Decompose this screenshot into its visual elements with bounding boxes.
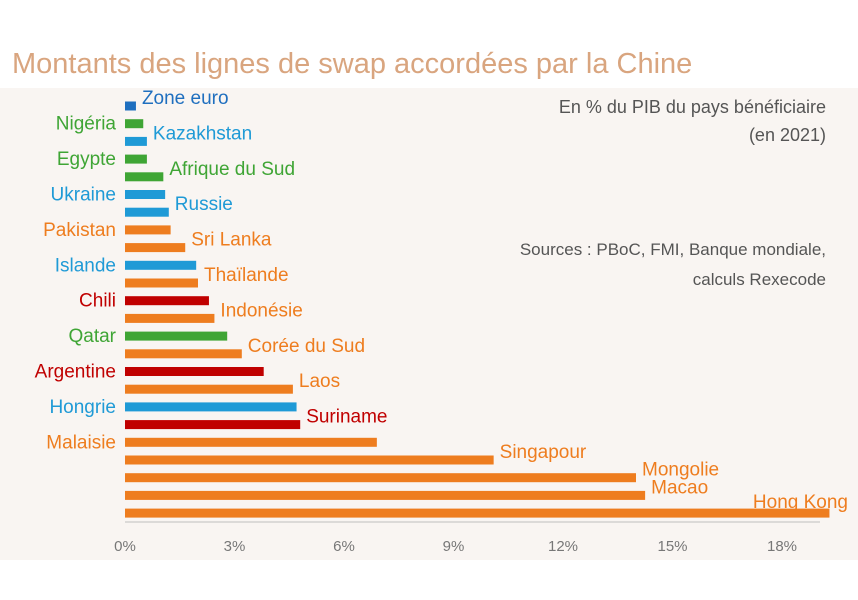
bar bbox=[125, 172, 164, 182]
bar bbox=[125, 190, 166, 199]
category-label: Pakistan bbox=[43, 220, 116, 241]
category-label: Egypte bbox=[57, 149, 116, 170]
category-label: Russie bbox=[175, 194, 233, 215]
bar bbox=[125, 136, 147, 146]
x-tick-label: 3% bbox=[224, 538, 246, 555]
category-label: Suriname bbox=[306, 407, 387, 428]
x-tick-label: 15% bbox=[657, 538, 687, 555]
bar bbox=[125, 278, 198, 288]
category-label: Nigéria bbox=[56, 114, 117, 135]
bar bbox=[125, 119, 144, 129]
bar bbox=[125, 243, 186, 253]
x-tick-label: 18% bbox=[767, 538, 797, 555]
category-label: Islande bbox=[55, 255, 116, 276]
source-note-line2: calculs Rexecode bbox=[692, 270, 826, 289]
chart-subtitle-line1: En % du PIB du pays bénéficiaire bbox=[558, 97, 826, 117]
bar bbox=[125, 154, 147, 164]
category-label: Thaïlande bbox=[204, 265, 289, 286]
bar bbox=[125, 313, 215, 323]
bar bbox=[125, 402, 297, 412]
category-label: Ukraine bbox=[51, 185, 116, 206]
category-label: Afrique du Sud bbox=[169, 159, 295, 180]
category-label: Hongrie bbox=[49, 397, 116, 418]
bar bbox=[125, 490, 646, 500]
category-label: Argentine bbox=[35, 362, 116, 383]
chart-title: Montants des lignes de swap accordées pa… bbox=[12, 48, 693, 80]
bar bbox=[125, 508, 830, 518]
bar bbox=[125, 473, 636, 483]
category-label: Mongolie bbox=[642, 460, 719, 481]
bar bbox=[125, 207, 169, 217]
bar bbox=[125, 420, 301, 430]
chart-subtitle-line2: (en 2021) bbox=[748, 125, 826, 145]
category-label: Macao bbox=[651, 477, 708, 498]
category-label: Corée du Sud bbox=[248, 336, 365, 357]
category-label: Laos bbox=[299, 371, 340, 392]
category-label: Kazakhstan bbox=[153, 123, 252, 144]
source-note-line1: Sources : PBoC, FMI, Banque mondiale, bbox=[519, 240, 826, 259]
category-label: Indonésie bbox=[220, 300, 302, 321]
bar bbox=[125, 455, 494, 465]
x-tick-label: 12% bbox=[548, 538, 578, 555]
bar bbox=[125, 331, 228, 341]
category-label: Singapour bbox=[500, 442, 587, 463]
category-label: Chili bbox=[79, 291, 116, 312]
bar bbox=[125, 101, 136, 111]
bar bbox=[125, 349, 242, 359]
category-label: Sri Lanka bbox=[191, 230, 272, 251]
bar bbox=[125, 260, 197, 270]
x-tick-label: 9% bbox=[443, 538, 465, 555]
bar bbox=[125, 437, 377, 447]
bar bbox=[125, 225, 171, 235]
category-label: Hong Kong bbox=[753, 492, 848, 513]
bar bbox=[125, 384, 293, 394]
bar bbox=[125, 367, 264, 376]
category-label: Zone euro bbox=[142, 88, 229, 109]
category-label: Malaisie bbox=[46, 432, 116, 453]
x-tick-label: 0% bbox=[114, 538, 136, 555]
bar bbox=[125, 296, 209, 306]
category-label: Qatar bbox=[68, 326, 116, 347]
x-tick-label: 6% bbox=[333, 538, 355, 555]
